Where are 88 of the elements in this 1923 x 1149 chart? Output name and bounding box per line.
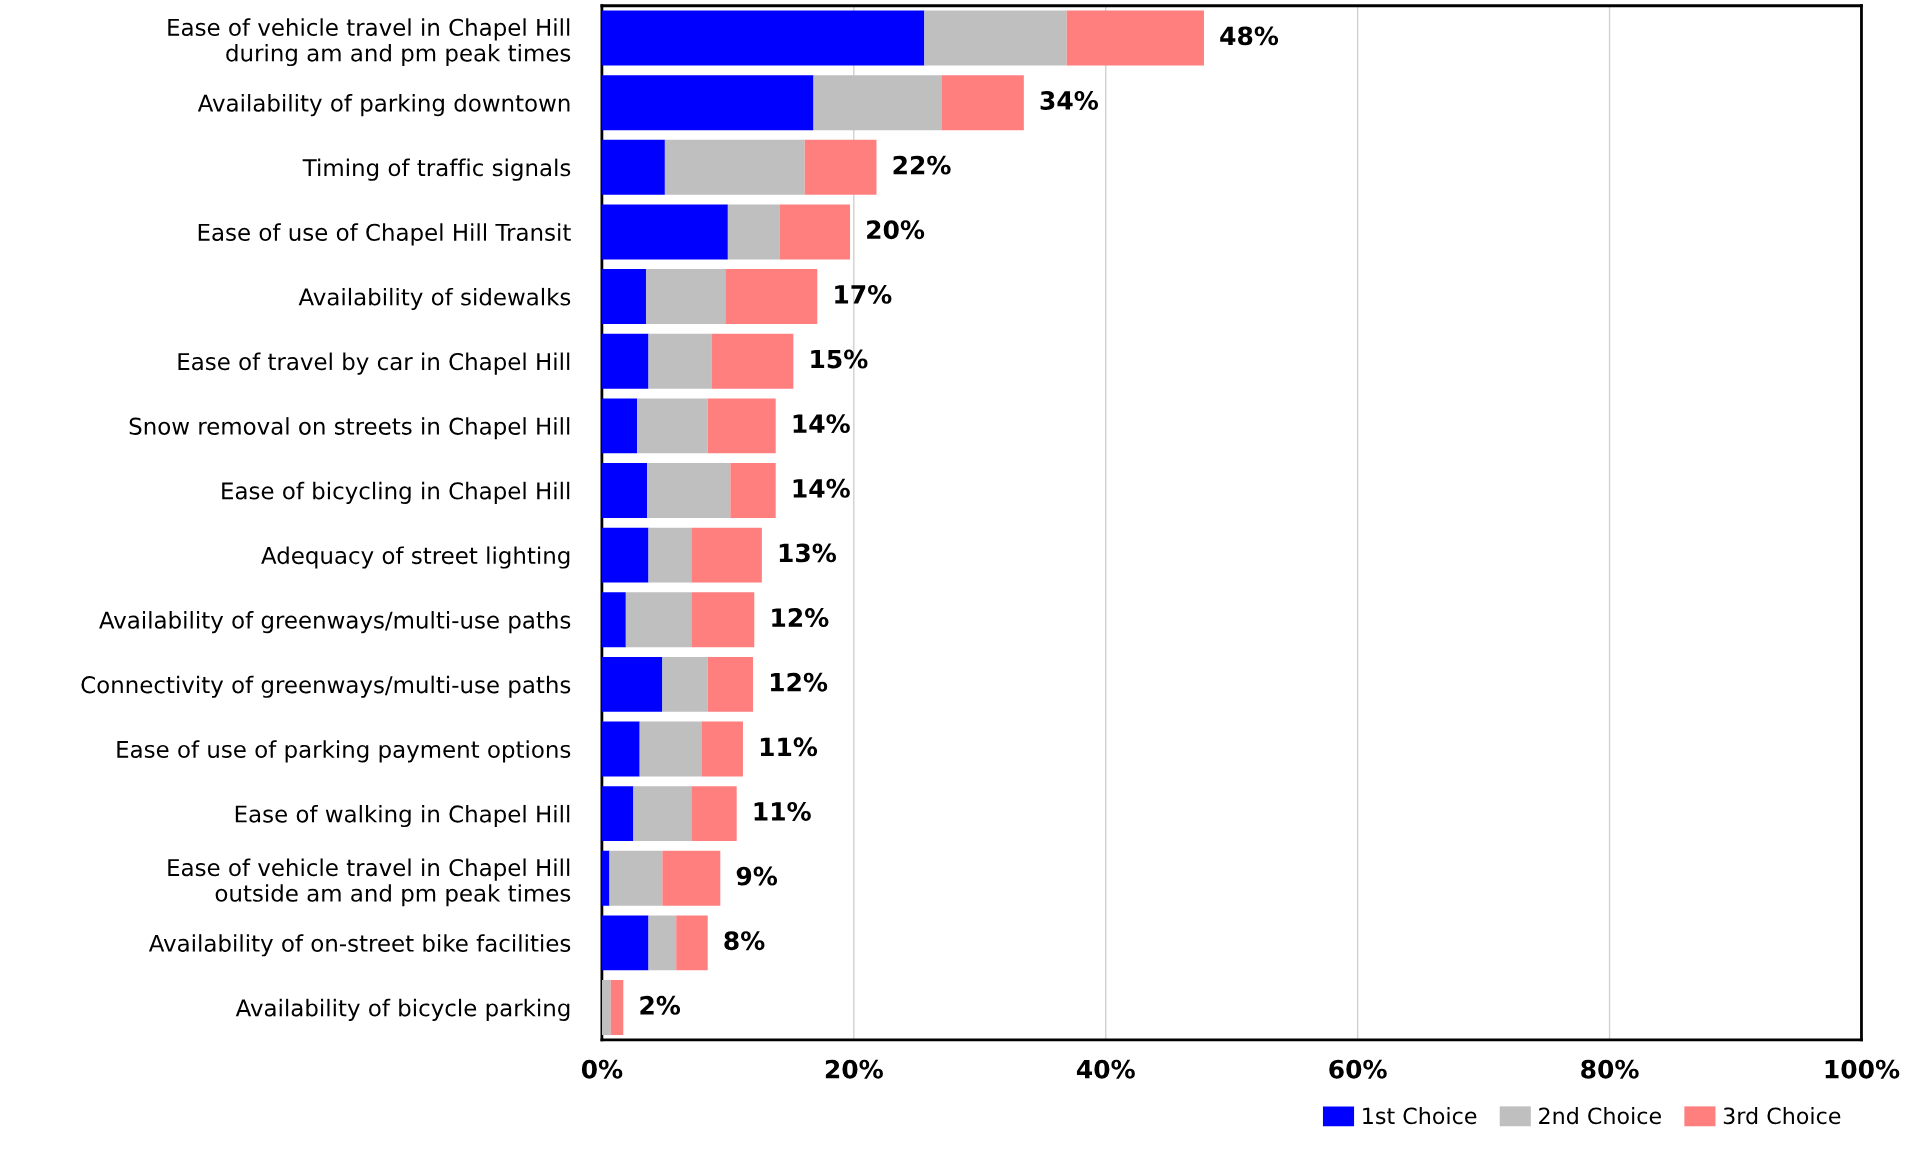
y-tick-label: Availability of on-street bike facilities: [148, 934, 571, 957]
bar: [647, 463, 731, 518]
bar: [707, 398, 776, 454]
bar: [601, 656, 663, 712]
total-label: 9%: [736, 866, 778, 886]
bar: [633, 786, 692, 842]
bar: [648, 333, 712, 389]
bar: [648, 915, 677, 971]
legend-label: 2nd Choice: [1539, 1107, 1661, 1125]
y-tick-label: Ease of use of Chapel Hill Transit: [198, 223, 571, 246]
legend-label: 3rd Choice: [1723, 1107, 1841, 1125]
total-label: 13%: [779, 543, 837, 563]
bar: [691, 592, 755, 648]
legend-label: 1st Choice: [1363, 1107, 1477, 1125]
x-tick-label: 100%: [1825, 1059, 1900, 1079]
total-label: 12%: [772, 608, 829, 627]
total-label: 15%: [811, 349, 868, 369]
x-tick-label: 60%: [1329, 1059, 1387, 1079]
bar: [779, 204, 851, 260]
total-label: 14%: [793, 478, 850, 498]
bar: [601, 915, 649, 971]
bar: [701, 721, 743, 777]
bar: [727, 204, 780, 260]
bar: [813, 75, 942, 131]
bar: [601, 721, 640, 777]
y-tick-label: Snow removal on streets in Chapel Hill: [129, 417, 570, 440]
total-label: 22%: [893, 155, 951, 175]
total-label: 14%: [793, 414, 850, 434]
total-label: 20%: [867, 220, 925, 240]
x-tick-label: 0%: [581, 1059, 623, 1079]
y-tick-label: Timing of traffic signals: [302, 158, 571, 181]
bar: [730, 463, 776, 518]
bar: [609, 850, 663, 906]
bar: [625, 592, 692, 648]
y-tick-label: Availability of greenways/multi-use paths: [99, 611, 571, 634]
bar: [711, 333, 794, 389]
x-tick-label: 20%: [825, 1059, 883, 1079]
total-label: 34%: [1040, 91, 1099, 110]
bar: [662, 656, 708, 712]
bar: [601, 204, 728, 260]
total-label: 11%: [760, 737, 818, 757]
bar: [601, 463, 648, 518]
y-tick-label: Ease of vehicle travel in Chapel Hill outside am and pm peak times: [168, 858, 571, 907]
total-label: 12%: [770, 672, 828, 692]
bar: [601, 980, 611, 1035]
bar: [648, 527, 692, 583]
bar: [601, 592, 626, 648]
x-tick-label: 80%: [1581, 1059, 1639, 1079]
total-label: 2%: [640, 995, 681, 1015]
bar: [601, 75, 814, 131]
bar: [691, 786, 737, 842]
y-tick-label: Ease of vehicle travel in Chapel Hill during am and pm peak times: [168, 18, 571, 67]
y-tick-label: Availability of bicycle parking: [235, 998, 570, 1021]
y-tick-label: Connectivity of greenways/multi-use paths: [81, 675, 571, 698]
y-tick-label: Ease of travel by car in Chapel Hill: [178, 352, 570, 375]
y-tick-label: Availability of parking downtown: [197, 93, 570, 117]
total-label: 8%: [724, 931, 765, 951]
bar: [664, 139, 805, 195]
y-tick-label: Adequacy of street lighting: [261, 546, 570, 569]
bar: [691, 527, 762, 583]
bar: [601, 333, 649, 389]
bar: [707, 656, 754, 712]
y-tick-label: Ease of walking in Chapel Hill: [235, 804, 570, 828]
bar: [601, 850, 610, 906]
bar: [637, 398, 708, 454]
bar: [941, 75, 1024, 131]
bar: [639, 721, 702, 777]
bar: [601, 398, 638, 454]
y-tick-label: Availability of sidewalks: [298, 287, 571, 311]
total-label: 48%: [1220, 26, 1279, 46]
bar: [601, 269, 646, 325]
x-tick-label: 40%: [1076, 1059, 1135, 1079]
total-label: 17%: [835, 284, 892, 304]
bar: [645, 269, 726, 325]
y-tick-label: Ease of bicycling in Chapel Hill: [222, 481, 570, 504]
bar: [662, 850, 721, 906]
bar: [601, 527, 649, 583]
bar: [601, 786, 634, 842]
bar: [676, 915, 708, 971]
bar: [924, 10, 1067, 66]
bar: [725, 269, 818, 325]
bar: [610, 980, 624, 1035]
bar: [601, 10, 925, 66]
bar: [804, 139, 877, 195]
bar: [1066, 10, 1204, 66]
bar: [601, 139, 665, 195]
y-tick-label: Ease of use of parking payment options: [117, 740, 571, 763]
total-label: 11%: [754, 801, 811, 821]
